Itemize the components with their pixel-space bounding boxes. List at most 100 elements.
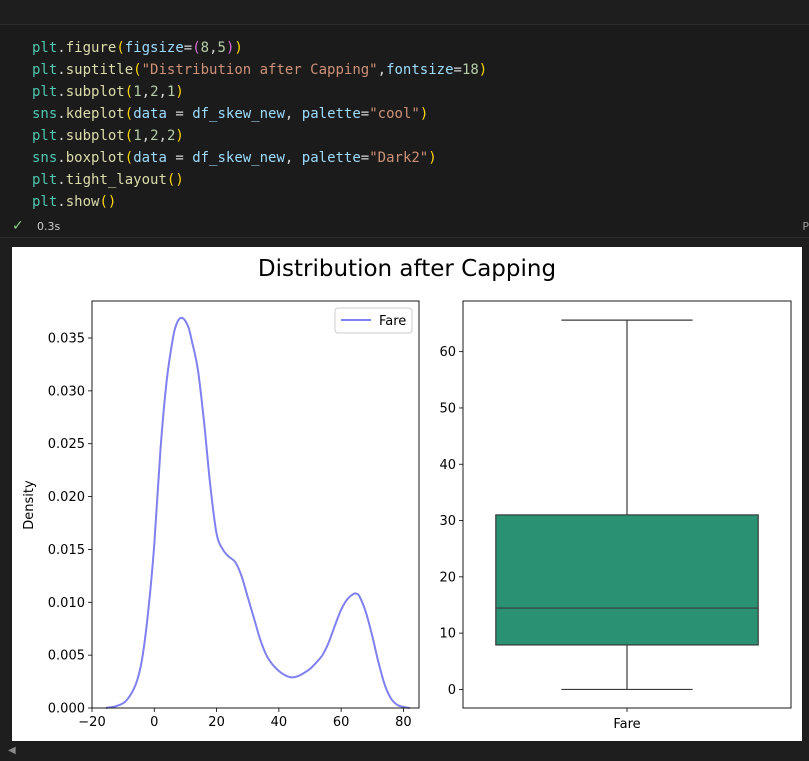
code-token: ( <box>192 40 201 56</box>
code-cell[interactable]: plt.figure(figsize=(8,5)) plt.suptitle("… <box>0 25 809 215</box>
code-token: 2 <box>150 128 159 144</box>
code-token: data <box>133 150 167 166</box>
code-token: ) <box>175 128 184 144</box>
x-tick-label: 0 <box>150 715 158 730</box>
code-token: 1 <box>133 84 142 100</box>
code-token: df_skew_new <box>192 150 285 166</box>
code-token: . <box>57 172 66 188</box>
code-token: , <box>209 40 218 56</box>
code-token: ( <box>124 106 134 122</box>
code-token: . <box>57 106 66 122</box>
code-token: ) <box>225 40 235 56</box>
code-token: = <box>360 106 370 122</box>
y-tick-label: 0.000 <box>48 702 85 717</box>
code-token: . <box>57 128 66 144</box>
code-token: ( <box>124 84 134 100</box>
code-token: , <box>284 106 302 122</box>
execution-time: 0.3s <box>37 220 61 233</box>
code-token: plt <box>32 84 58 100</box>
code-token: subplot <box>65 128 125 144</box>
y-tick-label: 20 <box>439 570 456 585</box>
y-tick-label: 0.010 <box>48 596 85 611</box>
code-token: 18 <box>461 62 479 78</box>
y-tick-label: 0.005 <box>48 649 85 664</box>
code-token: sns <box>32 150 58 166</box>
y-tick-label: 60 <box>439 345 456 360</box>
code-token: ( <box>133 62 142 78</box>
code-token: "Dark2" <box>369 150 429 166</box>
code-token: , <box>158 84 167 100</box>
y-tick-label: 0.015 <box>48 543 85 558</box>
code-line: sns.boxplot(data = df_skew_new, palette=… <box>32 150 437 166</box>
kde-axes-frame <box>91 300 420 709</box>
success-check-icon: ✓ <box>12 218 24 234</box>
box-axes: 0 10 20 30 40 50 60 Fare <box>439 300 792 732</box>
kde-axes: −20 0 20 40 60 80 0.000 0.005 0.010 0.015 0.020 0.0… <box>22 300 420 730</box>
code-token: plt <box>32 194 58 210</box>
code-token: ) <box>478 62 488 78</box>
code-token: . <box>57 40 66 56</box>
code-token: , <box>377 62 387 78</box>
cell-output: Distribution after Capping −20 0 20 40 60 80 0… <box>12 247 802 741</box>
code-token: df_skew_new <box>192 106 285 122</box>
code-token: . <box>57 194 66 210</box>
y-tick-label: 0.020 <box>48 490 85 505</box>
code-token: ( <box>124 128 134 144</box>
code-token: , <box>141 128 151 144</box>
code-line: plt.suptitle("Distribution after Capping… <box>32 62 487 78</box>
code-token: plt <box>32 62 58 78</box>
code-token: palette <box>301 106 361 122</box>
code-token: () <box>166 172 184 188</box>
code-line: plt.figure(figsize=(8,5)) <box>32 40 243 56</box>
code-token: () <box>99 194 117 210</box>
box-axes-frame <box>462 300 792 709</box>
y-tick-label: 0.030 <box>48 384 85 399</box>
x-tick-label: 40 <box>271 715 288 730</box>
code-token: 1 <box>133 128 142 144</box>
y-tick-label: 40 <box>439 458 456 473</box>
code-token: "Distribution after Capping" <box>141 62 378 78</box>
y-tick-label: 0.025 <box>48 437 85 452</box>
status-edge-label: P <box>802 220 809 233</box>
editor-top-bar <box>0 0 809 25</box>
code-token: plt <box>32 40 58 56</box>
code-token: 1 <box>166 84 176 100</box>
code-token: = <box>166 106 193 122</box>
code-token: show <box>65 194 100 210</box>
code-token: ) <box>234 40 243 56</box>
scroll-left-arrow-icon[interactable]: ◀ <box>8 745 16 756</box>
x-tick-label: 20 <box>208 715 225 730</box>
code-token: ( <box>124 150 134 166</box>
code-token: figure <box>65 40 117 56</box>
code-line: plt.tight_layout() <box>32 172 184 188</box>
code-token: , <box>141 84 151 100</box>
figure-suptitle: Distribution after Capping <box>258 256 556 282</box>
code-token: , <box>284 150 302 166</box>
y-tick-label: 10 <box>439 627 456 642</box>
code-token: 2 <box>166 128 176 144</box>
cell-status-bar: ✓ 0.3s P <box>0 215 809 238</box>
code-line: plt.subplot(1,2,1) <box>32 84 184 100</box>
code-token: kdeplot <box>65 106 125 122</box>
code-token: ) <box>428 150 437 166</box>
x-tick-label: −20 <box>78 715 105 730</box>
y-axis-label: Density <box>22 480 37 530</box>
code-editor[interactable]: plt.figure(figsize=(8,5)) plt.suptitle("… <box>32 37 487 213</box>
code-token: suptitle <box>65 62 134 78</box>
code-token: = <box>360 150 370 166</box>
code-token: sns <box>32 106 58 122</box>
code-token: = <box>453 62 462 78</box>
code-token: data <box>133 106 167 122</box>
code-token: , <box>158 128 167 144</box>
legend-box <box>334 307 413 334</box>
code-token: fontsize <box>386 62 454 78</box>
x-tick-label: 80 <box>395 715 412 730</box>
code-token: ) <box>175 84 184 100</box>
kde-line-fare <box>105 316 410 709</box>
code-token: = <box>166 150 193 166</box>
y-tick-label: 50 <box>439 401 456 416</box>
code-token: 8 <box>200 40 210 56</box>
code-token: = <box>183 40 193 56</box>
editor-bottom-bar: ◀ <box>0 745 809 761</box>
code-token: subplot <box>65 84 125 100</box>
